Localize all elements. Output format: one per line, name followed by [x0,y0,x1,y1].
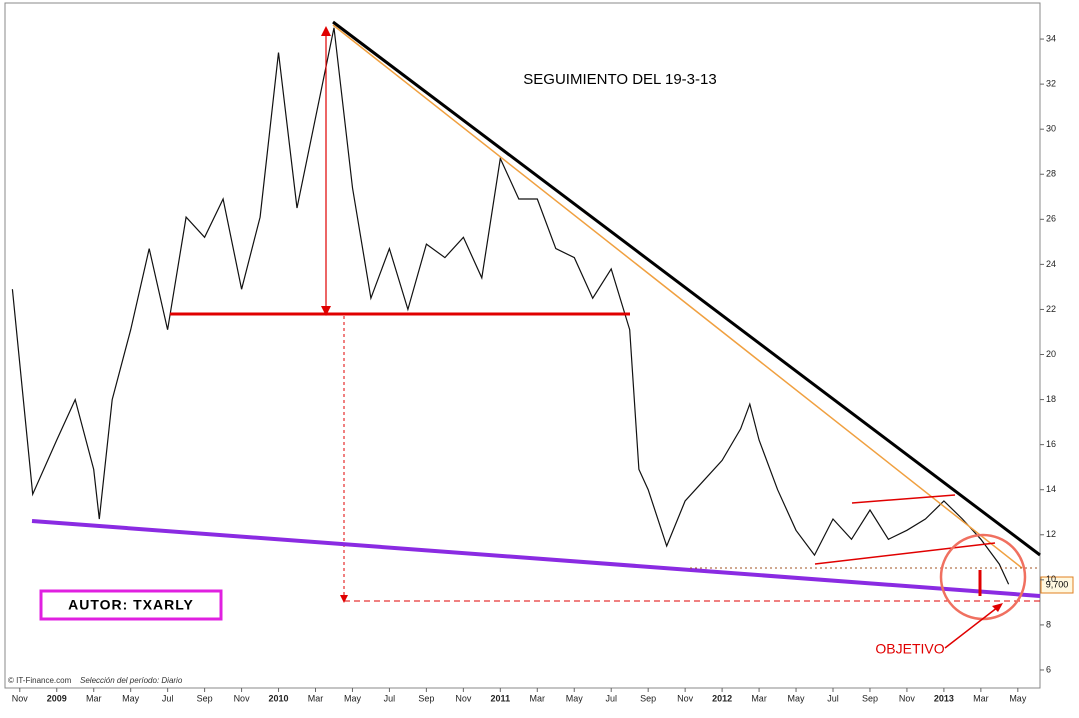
x-tick-label: 2011 [491,693,511,703]
arrow-head [321,306,331,316]
channel-line [851,494,956,504]
target-arrow [944,606,999,649]
x-tick-label: 2012 [712,693,732,703]
source: © IT-Finance.com [8,676,72,685]
trend-line [332,24,1023,569]
y-tick-label: 22 [1046,304,1056,314]
x-tick-label: Jul [162,693,174,703]
plot-frame [4,2,1041,689]
x-tick-label: Sep [418,693,434,703]
author-label: AUTOR: TXARLY [68,597,194,613]
x-tick-label: Nov [455,693,472,703]
last-price: 9,700 [1046,579,1069,589]
x-tick-label: Mar [308,693,324,703]
annotations [31,20,1074,649]
y-tick-label: 34 [1046,33,1056,43]
x-tick-label: 2013 [934,693,954,703]
price-box [1040,576,1074,594]
y-tick-label: 18 [1046,394,1056,404]
support-trend [31,519,1041,598]
x-tick-label: Jul [605,693,617,703]
marks [11,27,1010,585]
resistance-line [332,20,1041,557]
y-tick-label: 30 [1046,124,1056,134]
x-tick-label: Mar [530,693,546,703]
x-tick-label: 2009 [47,693,67,703]
target-label: OBJETIVO [875,641,944,657]
x-tick-label: Sep [197,693,213,703]
y-tick-label: 26 [1046,214,1056,224]
arrow-head [992,603,1003,612]
period: Selección del período: Diario [80,676,183,685]
chart-title: SEGUIMIENTO DEL 19-3-13 [523,71,716,88]
x-tick-label: Jul [827,693,839,703]
x-tick-label: Mar [86,693,102,703]
y-tick-label: 28 [1046,169,1056,179]
price-line [11,27,1010,585]
y-tick-label: 10 [1046,574,1056,584]
x-tick-label: May [566,693,584,703]
x-tick-label: May [1009,693,1027,703]
x-tick-label: May [122,693,140,703]
y-tick-label: 24 [1046,259,1056,269]
x-tick-label: Mar [973,693,989,703]
author-box [39,589,223,621]
x-tick-label: Mar [751,693,767,703]
y-tick-label: 8 [1046,619,1051,629]
x-tick-label: Sep [640,693,656,703]
x-tick-label: Nov [677,693,694,703]
y-tick-label: 12 [1046,529,1056,539]
x-tick-label: Nov [12,693,29,703]
y-tick-label: 16 [1046,439,1056,449]
x-tick-label: 2010 [269,693,289,703]
x-tick-label: May [788,693,806,703]
x-tick-label: Nov [899,693,916,703]
y-tick-label: 6 [1046,664,1051,674]
x-tick-label: Sep [862,693,878,703]
channel-line [814,542,996,565]
arrow-head [340,595,348,603]
y-tick-label: 20 [1046,349,1056,359]
y-tick-label: 32 [1046,78,1056,88]
x-tick-label: May [344,693,362,703]
x-tick-label: Nov [234,693,251,703]
y-tick-label: 14 [1046,484,1056,494]
x-tick-label: Jul [384,693,396,703]
arrow-head [321,26,331,36]
